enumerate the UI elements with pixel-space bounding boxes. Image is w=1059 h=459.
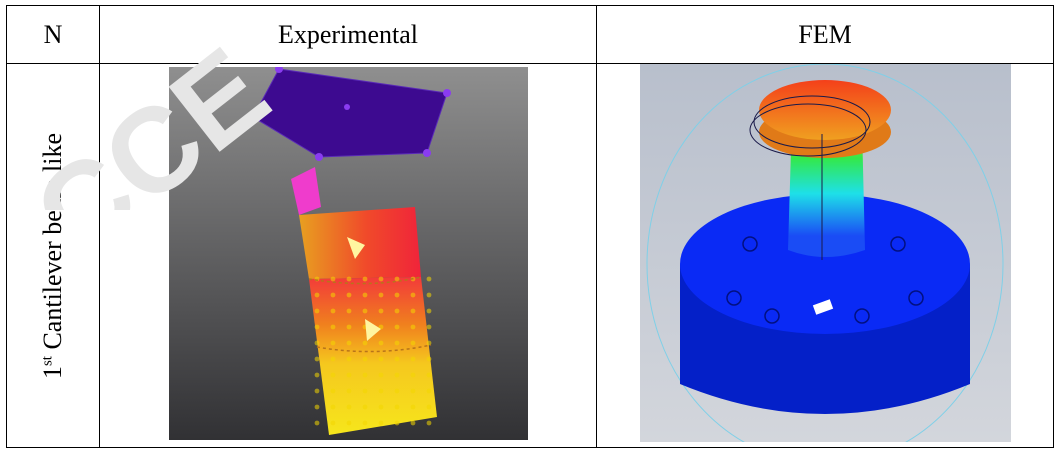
header-fem: FEM (596, 5, 1054, 64)
fem-cell (596, 63, 1054, 448)
table-row: 1st Cantilever beam like (6, 63, 1054, 448)
fem-mode-image (639, 64, 1011, 442)
header-row: N Experimental FEM (6, 5, 1054, 64)
mode-label-cell: 1st Cantilever beam like (6, 63, 100, 448)
experimental-mode-image (168, 66, 528, 440)
mode-ordinal: 1 (38, 365, 67, 379)
mode-label: 1st Cantilever beam like (38, 132, 68, 378)
mode-ordinal-suffix: st (39, 355, 56, 366)
header-n: N (6, 5, 100, 64)
mode-name: Cantilever beam like (38, 132, 67, 356)
experimental-cell (99, 63, 597, 448)
mode-shape-table: N Experimental FEM 1st Cantilever beam l… (6, 5, 1054, 448)
header-experimental: Experimental (99, 5, 597, 64)
